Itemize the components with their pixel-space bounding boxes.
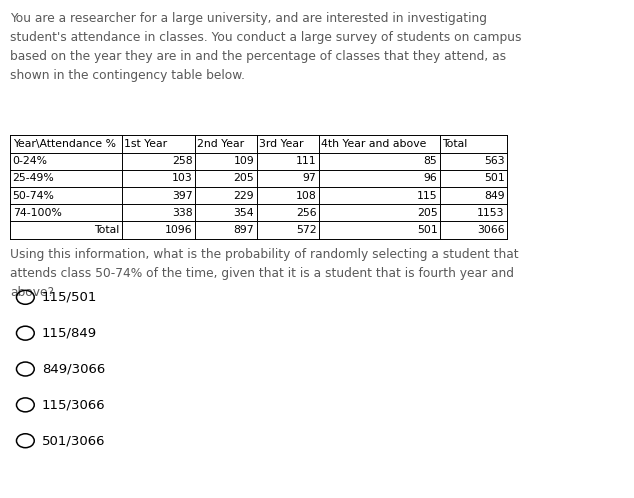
Text: 111: 111 bbox=[295, 156, 316, 166]
Text: 501/3066: 501/3066 bbox=[42, 434, 105, 447]
Text: You are a researcher for a large university, and are interested in investigating: You are a researcher for a large univers… bbox=[10, 12, 522, 83]
Text: 74-100%: 74-100% bbox=[13, 208, 61, 218]
Text: 97: 97 bbox=[302, 173, 316, 183]
Text: 0-24%: 0-24% bbox=[13, 156, 48, 166]
Text: 229: 229 bbox=[233, 191, 254, 201]
Text: 354: 354 bbox=[233, 208, 254, 218]
Text: 501: 501 bbox=[417, 225, 437, 235]
Text: 205: 205 bbox=[233, 173, 254, 183]
Text: 96: 96 bbox=[424, 173, 437, 183]
Text: 115/501: 115/501 bbox=[42, 291, 97, 304]
Text: 115/3066: 115/3066 bbox=[42, 398, 105, 411]
Text: 256: 256 bbox=[295, 208, 316, 218]
Text: 849: 849 bbox=[484, 191, 505, 201]
Text: 563: 563 bbox=[484, 156, 505, 166]
Text: Total: Total bbox=[442, 139, 467, 149]
Text: 338: 338 bbox=[172, 208, 193, 218]
Text: 572: 572 bbox=[295, 225, 316, 235]
Text: 4th Year and above: 4th Year and above bbox=[321, 139, 426, 149]
Text: 103: 103 bbox=[172, 173, 193, 183]
Text: 115: 115 bbox=[417, 191, 437, 201]
Text: 1st Year: 1st Year bbox=[124, 139, 167, 149]
Text: 50-74%: 50-74% bbox=[13, 191, 55, 201]
Text: 205: 205 bbox=[417, 208, 437, 218]
Text: 85: 85 bbox=[424, 156, 437, 166]
Text: Total: Total bbox=[94, 225, 119, 235]
Text: 501: 501 bbox=[484, 173, 505, 183]
Text: 1096: 1096 bbox=[165, 225, 193, 235]
Text: 3rd Year: 3rd Year bbox=[259, 139, 303, 149]
Text: Year\Attendance %: Year\Attendance % bbox=[13, 139, 115, 149]
Text: 258: 258 bbox=[172, 156, 193, 166]
Text: 115/849: 115/849 bbox=[42, 327, 97, 340]
Text: Using this information, what is the probability of randomly selecting a student : Using this information, what is the prob… bbox=[10, 248, 519, 298]
Text: 2nd Year: 2nd Year bbox=[197, 139, 244, 149]
Text: 849/3066: 849/3066 bbox=[42, 363, 105, 375]
Text: 397: 397 bbox=[172, 191, 193, 201]
Text: 1153: 1153 bbox=[477, 208, 505, 218]
Text: 109: 109 bbox=[233, 156, 254, 166]
Text: 3066: 3066 bbox=[477, 225, 505, 235]
Text: 897: 897 bbox=[233, 225, 254, 235]
Text: 25-49%: 25-49% bbox=[13, 173, 55, 183]
Text: 108: 108 bbox=[295, 191, 316, 201]
